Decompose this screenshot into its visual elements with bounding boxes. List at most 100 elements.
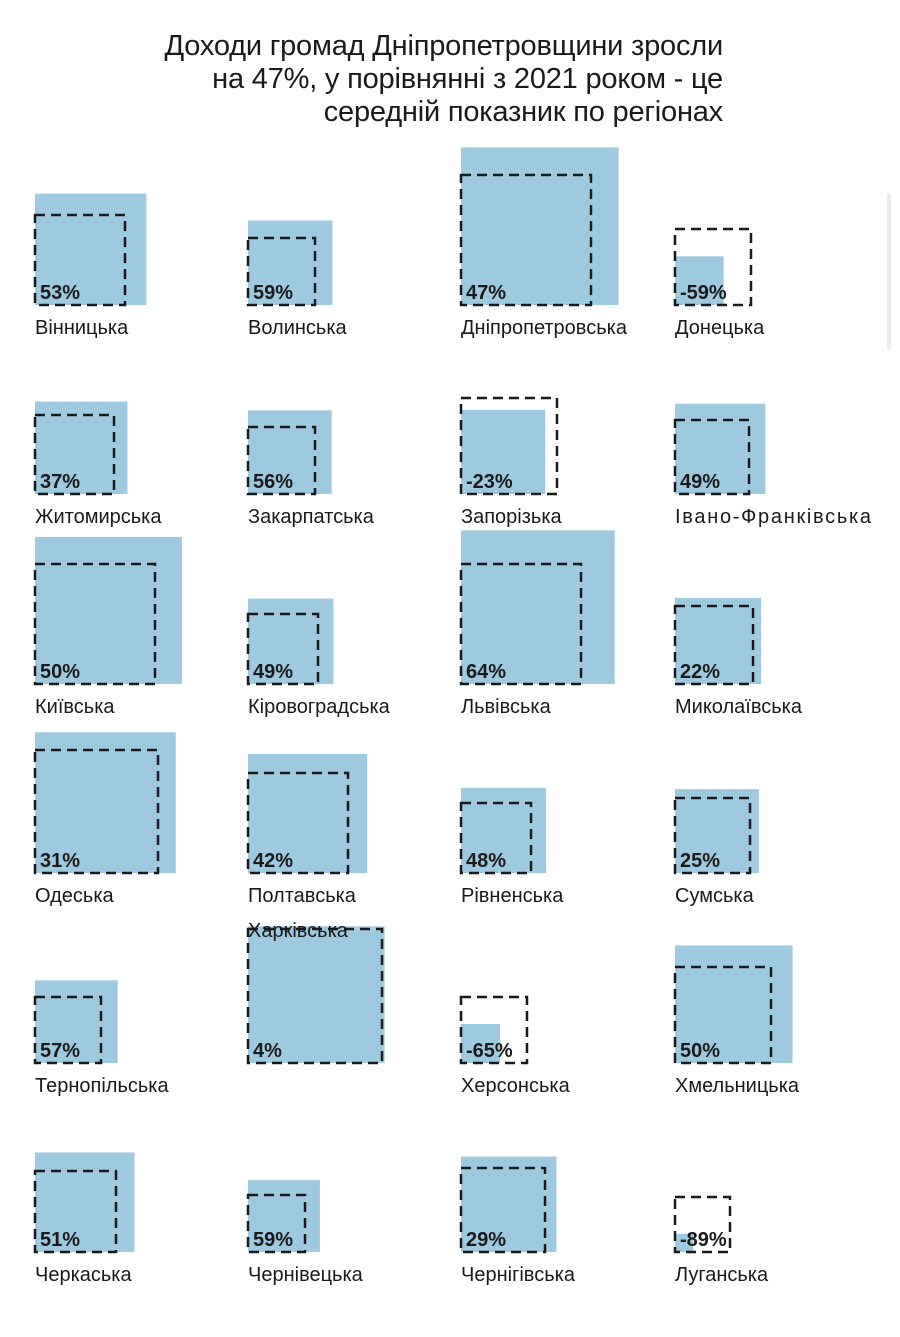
change-value-label: 64% [466, 661, 506, 683]
region-7: 49% Івано-Франківська [673, 403, 872, 528]
region-21: 59% Чернівецька [246, 1180, 364, 1286]
region-name-label: Полтавська [248, 885, 357, 907]
region-20: 51% Черкаська [33, 1152, 135, 1286]
change-value-label: -65% [466, 1040, 513, 1062]
change-value-label: -59% [680, 282, 727, 304]
baseline-2021-square [246, 612, 320, 686]
current-revenue-square [35, 193, 147, 305]
region-10: 64% Львівська [459, 530, 615, 718]
change-value-label: 42% [253, 850, 293, 872]
region-name-label: Львівська [461, 696, 552, 718]
change-value-label: 49% [680, 471, 720, 493]
change-value-label: 56% [253, 471, 293, 493]
scrollbar[interactable] [887, 193, 891, 350]
baseline-2021-square [33, 213, 127, 307]
region-name-label: Закарпатська [248, 506, 375, 528]
change-value-label: 22% [680, 661, 720, 683]
region-name-label: Хмельницька [675, 1075, 800, 1097]
current-revenue-square [35, 980, 118, 1063]
region-name-label: Кіровоградська [248, 696, 391, 718]
current-revenue-square [675, 403, 766, 494]
region-name-label: Івано-Франківська [675, 506, 872, 528]
baseline-2021-square [33, 748, 160, 875]
change-value-label: -23% [466, 471, 513, 493]
baseline-2021-square [673, 604, 755, 686]
change-value-label: 25% [680, 850, 720, 872]
region-name-label: Миколаївська [675, 696, 803, 718]
chart-title: Доходи громад Дніпропетровщини зросли на… [40, 30, 724, 129]
region-19: 50% Хмельницька [673, 945, 800, 1097]
region-name-label: Волинська [248, 317, 348, 339]
current-revenue-square [35, 401, 128, 494]
region-name-label: Луганська [675, 1264, 769, 1286]
current-revenue-square [461, 530, 615, 684]
region-18: -65% Херсонська [459, 995, 571, 1097]
region-3: -59% Донецька [673, 227, 765, 339]
current-revenue-square [248, 410, 332, 494]
region-name-label: Житомирська [35, 506, 162, 528]
region-name-label: Рівненська [461, 885, 564, 907]
current-revenue-square [461, 147, 619, 305]
current-revenue-square [461, 1156, 557, 1252]
region-name-label: Запорізька [461, 506, 563, 528]
region-5: 56% Закарпатська [246, 410, 375, 528]
baseline-2021-square [33, 1169, 118, 1254]
region-9: 49% Кіровоградська [246, 598, 391, 718]
current-revenue-square [675, 1233, 694, 1252]
current-revenue-square [675, 789, 759, 873]
current-revenue-square [248, 926, 385, 1063]
region-17: 4% Харківська [246, 920, 385, 1065]
baseline-2021-square [246, 771, 350, 875]
current-revenue-square [35, 1152, 135, 1252]
region-12: 31% Одеська [33, 732, 176, 907]
region-name-label: Сумська [675, 885, 755, 907]
baseline-2021-square [459, 1166, 547, 1254]
region-0: 53% Вінницька [33, 193, 147, 339]
region-name-label: Харківська [248, 920, 349, 942]
change-value-label: 51% [40, 1229, 80, 1251]
change-value-label: 37% [40, 471, 80, 493]
change-value-label: 50% [40, 661, 80, 683]
region-14: 48% Рівненська [459, 787, 564, 907]
change-value-label: -89% [680, 1229, 727, 1251]
baseline-2021-square [459, 562, 583, 686]
baseline-2021-square [673, 227, 753, 307]
change-value-label: 48% [466, 850, 506, 872]
current-revenue-square [248, 1180, 320, 1252]
region-name-label: Донецька [675, 317, 765, 339]
baseline-2021-square [459, 173, 593, 307]
baseline-2021-square [459, 995, 529, 1065]
region-name-label: Тернопільська [35, 1075, 169, 1097]
current-revenue-square [35, 537, 182, 684]
region-name-label: Дніпропетровська [461, 317, 628, 339]
baseline-2021-square [673, 1195, 732, 1254]
current-revenue-square [461, 1023, 501, 1063]
change-value-label: 4% [253, 1040, 282, 1062]
region-15: 25% Сумська [673, 789, 759, 907]
change-value-label: 31% [40, 850, 80, 872]
region-name-label: Черкаська [35, 1264, 132, 1286]
change-value-label: 59% [253, 1229, 293, 1251]
baseline-2021-square [246, 927, 384, 1065]
baseline-2021-square [673, 965, 773, 1065]
region-23: -89% Луганська [673, 1195, 769, 1286]
region-13: 42% Полтавська [246, 753, 368, 907]
baseline-2021-square [459, 396, 559, 496]
current-revenue-square [675, 256, 724, 305]
baseline-2021-square [673, 418, 751, 496]
change-value-label: 57% [40, 1040, 80, 1062]
region-16: 57% Тернопільська [33, 980, 169, 1097]
region-name-label: Чернівецька [248, 1264, 364, 1286]
region-4: 37% Житомирська [33, 401, 162, 528]
region-name-label: Херсонська [461, 1075, 571, 1097]
change-value-label: 50% [680, 1040, 720, 1062]
region-8: 50% Київська [33, 537, 182, 718]
chart-title-line-1: Доходи громад Дніпропетровщини зросли [164, 30, 724, 62]
region-22: 29% Чернігівська [459, 1156, 576, 1286]
region-11: 22% Миколаївська [673, 597, 803, 718]
region-name-label: Одеська [35, 885, 115, 907]
chart-title-line-2: на 47%, у порівнянні з 2021 роком - це [212, 63, 723, 95]
region-name-label: Вінницька [35, 317, 129, 339]
baseline-2021-square [33, 562, 157, 686]
